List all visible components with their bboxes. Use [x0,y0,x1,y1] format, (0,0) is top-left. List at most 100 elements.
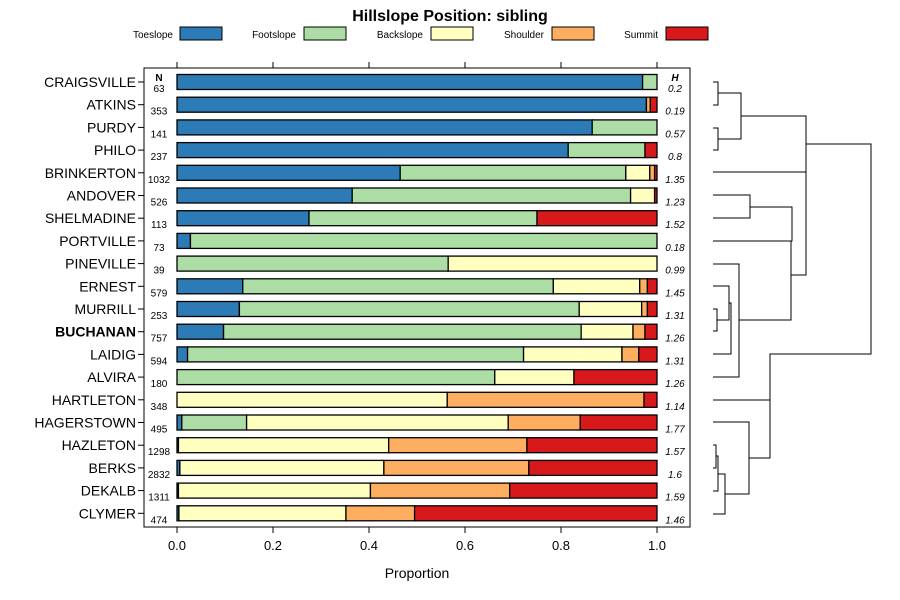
row-label: ERNEST [79,278,136,294]
bar-segment-shoulder [369,482,511,499]
bar-segment-backslope [494,368,575,386]
h-value: 1.52 [665,220,685,231]
h-value: 1.23 [665,198,685,209]
chart-title: Hillslope Position: sibling [352,8,548,25]
legend-swatch-footslope [303,26,347,41]
bar-segment-summit [508,482,658,499]
legend-label-toeslope: Toeslope [133,30,173,41]
legend-label-footslope: Footslope [252,30,296,41]
row-label: MURRILL [75,301,137,317]
bar-segment-shoulder [383,459,530,477]
bar-segment-backslope [522,346,623,363]
bar-segment-toeslope [176,323,225,340]
h-value: 0.2 [668,84,682,95]
bar-segment-toeslope [176,346,189,363]
bar-segment-footslope [176,368,496,386]
row-hartleton: HARTLETON 348 1.14 [52,391,685,413]
row-label: PORTVILLE [59,233,136,249]
bar-segment-backslope [179,459,385,477]
bar-segment-backslope [177,437,390,454]
n-value: 474 [151,515,168,526]
legend-swatch-toeslope [179,26,223,41]
bar-segment-toeslope [176,164,401,181]
dendrogram [713,81,872,515]
dendro-branch [713,473,726,515]
n-value: 579 [151,288,168,299]
bar-segment-footslope [238,300,580,318]
row-label: BRINKERTON [45,165,136,181]
bar-segment-shoulder [507,414,581,431]
row-label: CLYMER [79,505,136,521]
bar-segment-footslope [567,141,646,159]
n-value: 526 [151,198,168,209]
h-value: 1.26 [665,334,685,345]
n-value: 180 [151,379,168,390]
dendro-branch [791,165,807,276]
x-tick-label: 0.2 [264,538,282,553]
bar-segment-toeslope [176,96,648,113]
legend-swatch-backslope [430,26,474,41]
x-tick-label: 1.0 [648,538,666,553]
row-buchanan: BUCHANAN 757 1.26 [55,323,685,345]
row-laidig: LAIDIG 594 1.31 [90,346,685,367]
bar-segment-toeslope [176,278,244,295]
row-ernest: ERNEST 579 1.45 [79,278,685,299]
h-value: 1.31 [665,311,684,322]
row-label: ALVIRA [87,369,136,385]
x-tick-label: 0.0 [168,538,186,553]
bar-segment-summit [653,164,658,181]
bar-segment-toeslope [176,232,192,250]
h-value: 1.14 [665,402,685,413]
row-label: LAIDIG [90,346,136,362]
bar-segment-shoulder [640,300,649,318]
bar-segment-footslope [176,255,449,272]
row-label: CRAIGSVILLE [44,74,136,90]
bar-segment-shoulder [649,164,656,181]
h-header: H [671,73,679,84]
n-value: 495 [151,425,168,436]
bar-segment-summit [649,96,658,113]
dendro-branch [713,206,793,242]
bar-segment-toeslope [176,300,241,318]
bar-segment-shoulder [639,278,649,295]
n-header: N [155,73,162,84]
row-label: ANDOVER [67,188,136,204]
bar-segment-toeslope [176,210,310,227]
bar-segment-footslope [351,187,632,204]
n-value: 39 [153,266,165,277]
bar-segment-backslope [629,187,656,204]
row-purdy: PURDY 141 0.57 [87,119,685,140]
bar-segment-backslope [580,323,634,340]
n-value: 141 [151,129,168,140]
n-value: 73 [153,243,165,254]
h-value: 0.57 [665,129,685,140]
row-label: SHELMADINE [45,210,136,226]
h-value: 1.46 [665,515,685,526]
row-clymer: CLYMER 474 1.46 [79,505,685,526]
bar-segment-backslope [447,255,658,272]
n-value: 348 [151,402,168,413]
legend: Toeslope Footslope Backslope Shoulder Summit [133,26,709,41]
bar-segment-footslope [189,232,658,250]
bar-segment-backslope [578,300,643,318]
bar-segment-footslope [186,346,525,363]
row-philo: PHILO 237 0.8 [94,141,682,163]
n-value: 237 [151,152,168,163]
bar-segment-footslope [399,164,627,181]
legend-label-summit: Summit [624,30,658,41]
bar-segment-footslope [308,210,538,227]
row-dekalb: DEKALB 1311 1.59 [81,482,685,504]
legend-label-shoulder: Shoulder [504,30,545,41]
row-berks: BERKS 2832 1.6 [89,459,682,481]
row-hagerstown: HAGERSTOWN 495 1.77 [34,414,685,436]
bar-segment-shoulder [632,323,646,340]
bar-segment-shoulder [388,437,528,454]
row-murrill: MURRILL 253 1.31 [75,300,685,322]
row-label: DEKALB [81,483,136,499]
row-pineville: PINEVILLE 39 0.99 [65,255,685,277]
bar-segment-toeslope [176,141,569,159]
bar-segment-summit [646,300,658,318]
dendro-branch [718,92,742,140]
x-tick-label: 0.8 [552,538,570,553]
dendro-branch [713,308,718,332]
